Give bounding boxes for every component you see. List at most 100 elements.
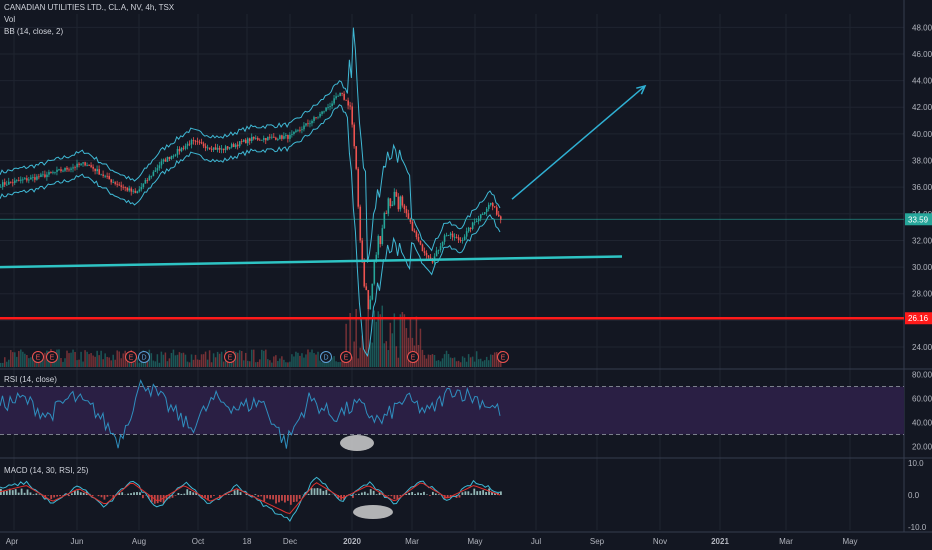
volume-bar [425, 358, 428, 367]
volume-bar [315, 354, 317, 367]
candle-body [116, 183, 119, 185]
volume-bar [248, 361, 251, 367]
candle-body [222, 148, 225, 151]
y-tick-label: 40.00 [912, 130, 932, 139]
volume-bar [162, 354, 165, 367]
volume-bar [74, 351, 76, 367]
volume-bar [373, 310, 375, 367]
volume-bar [395, 346, 398, 367]
candle-body [391, 204, 394, 207]
macd-histogram-bar [446, 495, 449, 499]
candle-body [98, 169, 100, 175]
volume-bar [357, 358, 359, 367]
candle-body [196, 141, 199, 143]
macd-histogram-bar [59, 495, 61, 497]
volume-bar [421, 349, 424, 367]
macd-histogram-bar [307, 493, 310, 495]
candle-body [22, 179, 24, 181]
macd-histogram-bar [139, 492, 141, 495]
candle-body [301, 129, 303, 131]
candle-body [176, 149, 179, 155]
candle-body [0, 186, 2, 188]
y-tick-label: 24.00 [912, 343, 932, 352]
last-price-label: 33.59 [908, 215, 929, 224]
volume-bar [72, 349, 74, 367]
arrow-head [636, 84, 647, 95]
volume-bar [184, 354, 187, 367]
volume-bar [365, 317, 367, 367]
volume-bar [495, 352, 498, 367]
volume-bar [447, 353, 450, 367]
volume-bar [170, 352, 173, 367]
candle-body [363, 260, 366, 287]
candle-body [427, 255, 430, 258]
candle-body [303, 125, 305, 130]
macd-histogram-bar [2, 491, 5, 495]
volume-bar [369, 341, 371, 367]
candle-body [335, 96, 337, 99]
macd-histogram-bar [390, 495, 393, 497]
candle-body [317, 116, 319, 118]
candle-body [441, 241, 444, 247]
volume-bar [144, 360, 147, 367]
candle-body [345, 99, 347, 101]
candle-body [297, 129, 299, 131]
candle-body [128, 188, 131, 191]
volume-bar [361, 335, 363, 367]
candle-body [369, 299, 372, 310]
macd-histogram-bar [147, 495, 150, 499]
candle-body [164, 159, 167, 162]
candle-body [96, 169, 98, 172]
y-tick-label: 28.00 [912, 290, 932, 299]
volume-bar [246, 360, 249, 367]
volume-bar [481, 361, 484, 367]
volume-bar [403, 314, 406, 367]
macd-histogram-bar [11, 490, 14, 495]
volume-bar [124, 350, 126, 367]
candle-body [14, 180, 16, 183]
volume-bar [331, 357, 333, 367]
volume-bar [110, 360, 112, 367]
candle-body [357, 168, 360, 207]
volume-bar [311, 349, 313, 367]
candle-body [315, 117, 317, 118]
candle-body [48, 172, 50, 175]
volume-bar [240, 350, 243, 367]
candle-body [483, 212, 486, 215]
candle-body [238, 141, 241, 147]
volume-bar [263, 350, 265, 367]
candle-body [367, 290, 370, 310]
candle-body [158, 165, 161, 169]
candle-body [30, 177, 32, 180]
volume-bar [469, 357, 472, 367]
y-tick-label: 44.00 [912, 77, 932, 86]
macd-title: MACD (14, 30, RSI, 25) [4, 466, 89, 475]
candle-body [411, 221, 414, 231]
volume-bar [337, 362, 339, 367]
candle-body [186, 143, 189, 146]
volume-bar [443, 354, 446, 367]
volume-bar [10, 350, 12, 367]
volume-bar [106, 356, 108, 367]
candle-body [461, 240, 464, 241]
macd-histogram-bar [245, 493, 248, 495]
volume-bar [317, 351, 319, 367]
candle-body [220, 148, 223, 150]
volume-bar [60, 357, 62, 367]
volume-bar [176, 354, 179, 367]
volume-bar [389, 322, 392, 367]
candle-body [277, 139, 279, 141]
volume-bar [321, 362, 323, 367]
candle-body [28, 179, 30, 181]
candle-body [371, 283, 374, 300]
candle-body [134, 190, 137, 193]
last-price-badge [905, 213, 932, 226]
candle-body [94, 168, 96, 172]
volume-bar [307, 349, 309, 367]
candle-body [142, 183, 145, 187]
macd-histogram-bar [112, 495, 115, 499]
candle-body [224, 146, 227, 151]
volume-bar [116, 350, 118, 367]
macd-histogram-bar [171, 495, 174, 498]
